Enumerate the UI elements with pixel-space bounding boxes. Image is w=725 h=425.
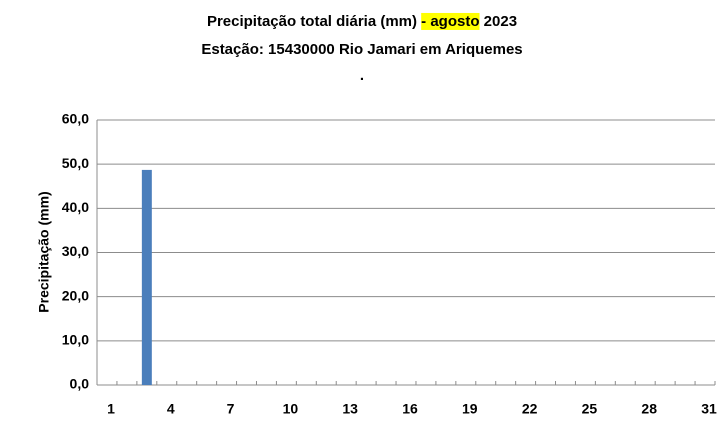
x-tick-label: 4 (167, 401, 175, 417)
x-tick-label: 10 (283, 401, 299, 417)
y-tick-label: 10,0 (62, 332, 89, 348)
title-highlight-text: - agosto (421, 13, 479, 30)
y-tick-label: 20,0 (62, 287, 89, 303)
x-tick-label: 19 (462, 401, 478, 417)
y-tick-label: 0,0 (70, 376, 90, 392)
x-tick-label: 13 (342, 401, 358, 417)
x-tick-label: 25 (582, 401, 598, 417)
x-tick-label: 16 (402, 401, 418, 417)
x-tick-label: 7 (227, 401, 235, 417)
x-tick-label: 28 (641, 401, 657, 417)
title-text: Precipitação total diária (mm) (207, 13, 421, 30)
y-tick-label: 60,0 (62, 111, 89, 127)
chart-subtitle: Estação: 15430000 Rio Jamari em Ariqueme… (201, 41, 522, 58)
title-year: 2023 (480, 13, 518, 30)
x-tick-label: 1 (107, 401, 115, 417)
y-tick-label: 40,0 (62, 199, 89, 215)
x-tick-label: 31 (701, 401, 717, 417)
chart-title: Precipitação total diária (mm) - agosto … (207, 13, 517, 30)
y-axis-label: Precipitação (mm) (36, 191, 52, 312)
x-tick-label: 22 (522, 401, 538, 417)
y-tick-label: 50,0 (62, 155, 89, 171)
chart-note: . (360, 67, 364, 84)
bar (141, 169, 152, 385)
y-tick-label: 30,0 (62, 243, 89, 259)
title-highlight (421, 12, 480, 30)
